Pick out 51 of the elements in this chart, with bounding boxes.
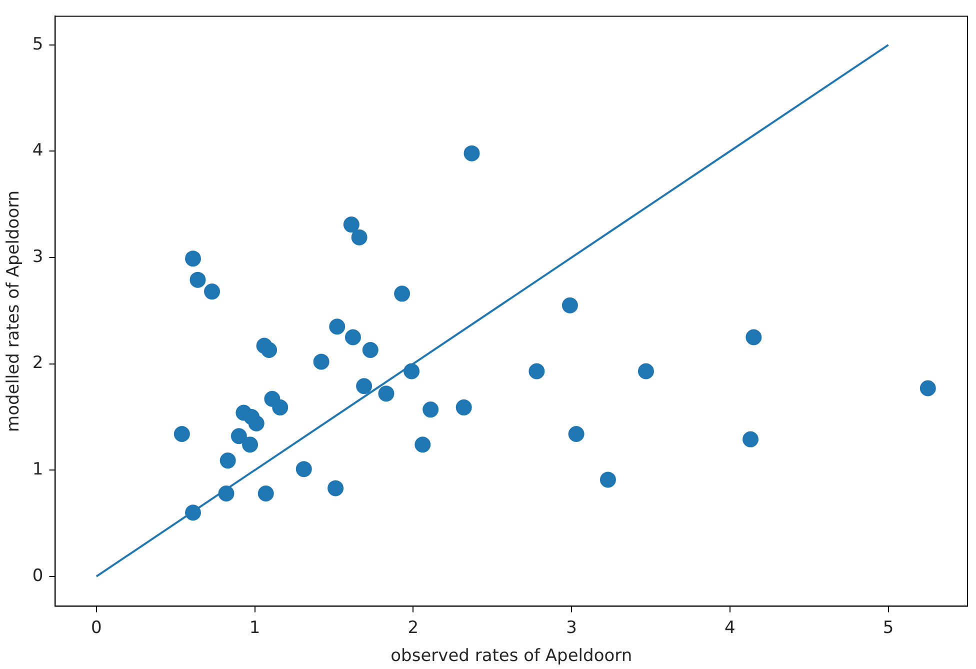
point bbox=[742, 431, 759, 448]
point bbox=[272, 399, 288, 416]
point bbox=[356, 378, 372, 394]
x-tick-label: 4 bbox=[724, 618, 736, 638]
y-tick-label: 1 bbox=[32, 460, 44, 480]
x-tick-label: 5 bbox=[882, 618, 894, 638]
y-tick-label: 2 bbox=[32, 353, 44, 374]
x-axis-title: observed rates of Apeldoorn bbox=[390, 646, 632, 666]
point bbox=[746, 329, 762, 346]
point bbox=[422, 402, 439, 418]
x-tick-label: 3 bbox=[566, 618, 577, 638]
point bbox=[528, 363, 545, 380]
point bbox=[456, 399, 472, 416]
point bbox=[258, 486, 274, 502]
point bbox=[464, 145, 480, 162]
x-tick-label: 0 bbox=[90, 618, 102, 638]
point bbox=[362, 342, 378, 358]
point bbox=[190, 272, 206, 288]
point bbox=[600, 472, 616, 488]
point bbox=[248, 415, 264, 432]
point bbox=[174, 426, 190, 442]
point bbox=[242, 436, 258, 453]
point bbox=[920, 380, 936, 396]
point bbox=[344, 329, 361, 346]
point bbox=[351, 229, 368, 246]
point bbox=[185, 250, 202, 267]
y-tick-label: 3 bbox=[32, 246, 44, 267]
x-tick-label: 1 bbox=[249, 618, 260, 638]
y-tick-label: 5 bbox=[32, 34, 44, 54]
point bbox=[378, 386, 394, 402]
y-tick-label: 0 bbox=[32, 566, 44, 586]
point bbox=[414, 436, 431, 453]
point bbox=[185, 504, 202, 521]
point bbox=[568, 426, 584, 442]
x-tick-label: 2 bbox=[408, 618, 419, 638]
point bbox=[404, 363, 420, 380]
point bbox=[230, 428, 247, 444]
point bbox=[329, 318, 346, 335]
y-axis-title: modelled rates of Apeldoorn bbox=[4, 190, 24, 432]
point bbox=[261, 342, 278, 358]
point bbox=[343, 216, 360, 233]
point bbox=[638, 363, 654, 380]
point bbox=[218, 486, 234, 502]
point bbox=[296, 461, 312, 478]
y-tick-label: 4 bbox=[32, 140, 44, 161]
point bbox=[328, 480, 344, 496]
point bbox=[313, 354, 330, 370]
point bbox=[562, 297, 578, 314]
point bbox=[220, 452, 236, 469]
point bbox=[204, 284, 220, 300]
point bbox=[394, 286, 410, 302]
